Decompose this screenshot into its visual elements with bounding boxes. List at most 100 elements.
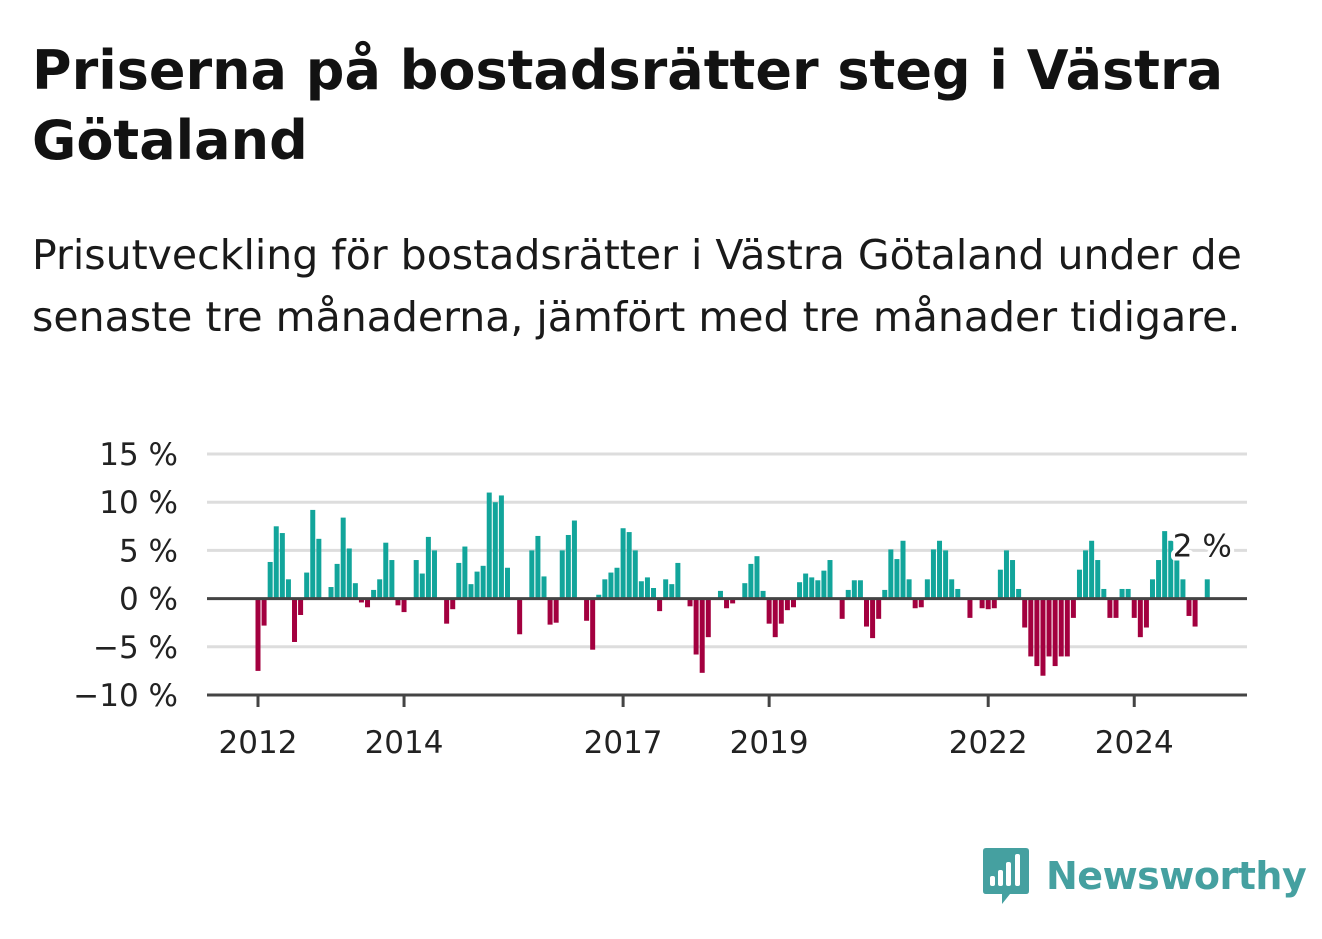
bar [742,583,748,599]
bar [1113,598,1119,618]
bar [590,598,596,650]
bar [632,550,638,599]
bar [529,550,535,599]
bar [431,550,437,599]
bar [1156,560,1162,599]
bar [365,598,371,608]
bar [912,598,918,609]
bar [395,598,401,606]
brand-name: Newsworthy [1046,854,1307,898]
brand: Newsworthy [982,846,1307,906]
bar [340,517,346,599]
x-tick-label: 2017 [584,725,663,761]
bar [839,598,845,619]
bar [444,598,450,624]
bar [784,598,790,611]
bar [991,598,997,609]
bar [882,589,888,599]
bar [949,579,955,599]
bar [553,598,559,623]
y-tick-label: 10 % [99,485,178,521]
bar [267,561,273,599]
bar [900,540,906,599]
bar [255,598,261,671]
bar [730,598,736,604]
bar [857,580,863,599]
bar [346,548,352,599]
bar [298,598,304,615]
bar [450,598,456,610]
bar [1003,550,1009,599]
y-tick-label: −10 % [73,678,178,714]
bar [480,565,486,599]
bar [1143,598,1149,628]
bar [565,534,571,599]
bar [1064,598,1070,657]
bar [943,550,949,599]
bar [870,598,876,639]
bar [358,598,364,603]
bar [1125,588,1131,599]
bar [876,598,882,619]
bar [687,598,693,607]
last-value-label-halo: 2 % [1173,528,1232,564]
x-tick-label: 2022 [949,725,1028,761]
bar [790,598,796,608]
bar [371,589,377,599]
bar [413,560,419,599]
bar [389,560,395,599]
bar [626,532,632,599]
bar [316,538,322,599]
bar [760,590,766,599]
bar [997,569,1003,599]
chart-subtitle: Prisutveckling för bostadsrätter i Västr… [32,231,1242,341]
bar [1174,560,1180,599]
bar [541,576,547,599]
bar [334,563,340,599]
bar [1204,579,1210,599]
bar [724,598,730,609]
bar [517,598,523,635]
bar [352,583,358,599]
bar [547,598,553,625]
bar [967,598,973,618]
x-tick-label: 2012 [219,725,298,761]
bar-chart: 15 % 10 % 5 % 0 % −5 % −10 % 2012 2014 2017 2019 2… [73,437,1247,761]
bar [638,581,644,599]
bar [651,588,657,599]
bar [1076,569,1082,599]
bar [778,598,784,624]
bar [1028,598,1034,657]
bar [559,550,565,599]
bar [474,571,480,599]
bar [310,509,316,599]
bar [584,598,590,621]
bar [955,588,961,599]
bar [693,598,699,655]
bar [669,584,675,599]
bar [717,590,723,599]
bar [979,598,985,609]
bars [255,492,1210,676]
bar [292,598,298,642]
bar [644,577,650,599]
bar [1046,598,1052,657]
bar [596,594,602,599]
bar [273,526,279,599]
bar [851,580,857,599]
bar [1016,588,1022,599]
bar [827,560,833,599]
bar [918,598,924,608]
bar [620,528,626,599]
bar [754,556,760,599]
bar [924,579,930,599]
bar [815,580,821,599]
bar [906,579,912,599]
bar [608,572,614,599]
bar [614,567,620,599]
bar [1137,598,1143,638]
bar [1186,598,1192,616]
bar [894,559,900,599]
bar [930,549,936,599]
bar [663,579,669,599]
